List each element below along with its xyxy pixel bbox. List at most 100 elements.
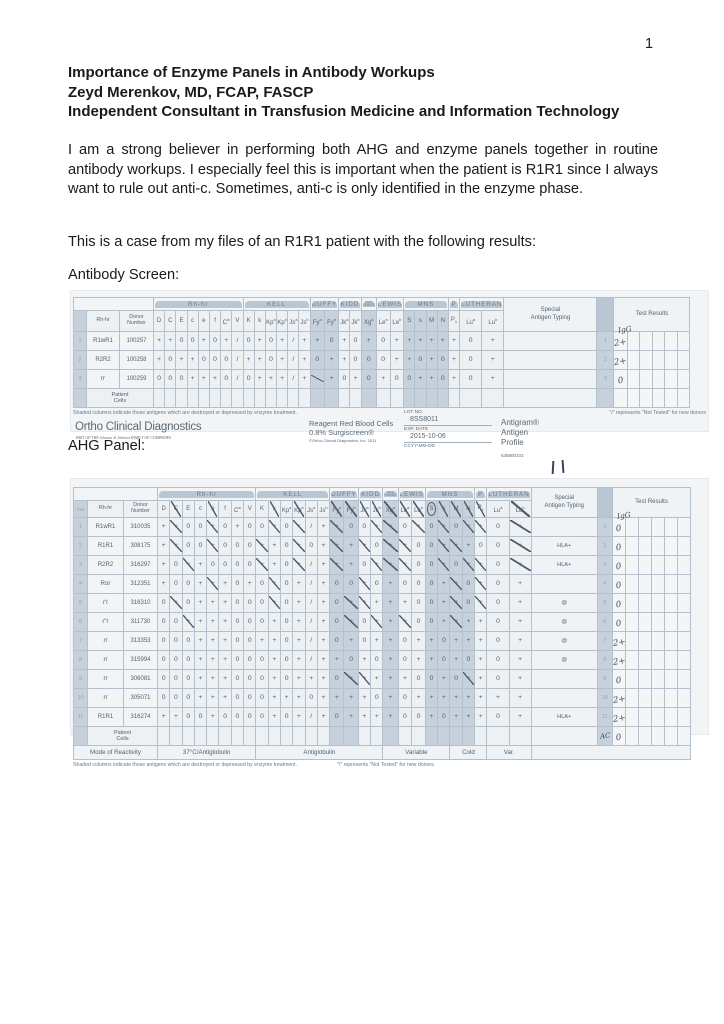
test-result-cell — [677, 574, 692, 594]
antigen-cell: 0 — [411, 707, 426, 727]
table-row: 9 rr 306081 0 0 0 + + +0 0 0 +0 + + +0 + + + + +0 0 +0 + +0 +9 0 — [73, 669, 692, 689]
special-typing-cell — [503, 350, 598, 370]
antigen-cell: + — [169, 536, 183, 556]
antigen-column-header: s — [414, 310, 427, 332]
group-tab-cell: Rh-hr — [153, 297, 244, 311]
test-result-cell — [651, 669, 666, 689]
antigen-cell: + — [474, 517, 488, 537]
antigen-cell: 0 — [486, 631, 510, 651]
antigen-cell: 0 — [397, 707, 413, 727]
group-tab-cell: Rh-hr — [156, 487, 257, 501]
handwritten-result: 0 — [615, 523, 623, 535]
test-result-cell — [677, 612, 692, 632]
exp-format: CCYY-MM-DD — [404, 444, 436, 449]
antigen-cell: + — [329, 517, 345, 537]
antigen-cell: 0 — [486, 574, 510, 594]
cell-number-shaded: 1 — [596, 331, 615, 351]
antigen-cell: 0 — [193, 517, 208, 537]
antigen-cell: 0 — [218, 707, 232, 727]
test-result-cell — [625, 650, 640, 670]
antigen-cell: + — [193, 688, 208, 708]
special-typing-cell: HLA+ — [530, 555, 598, 575]
antigen-cell: + — [474, 593, 488, 613]
author-line: Zeyd Merenkov, MD, FCAP, FASCP — [68, 83, 314, 101]
antigen-cell: + — [508, 517, 532, 537]
test-result-cell — [651, 331, 666, 351]
cell-number-shaded: 2 — [596, 536, 613, 556]
cell-number — [73, 726, 88, 746]
antigen-cell: + — [193, 631, 208, 651]
antigen-cell: + — [264, 369, 278, 389]
rh-type-cell: rr — [87, 650, 124, 670]
antigen-cell: 0 — [230, 612, 245, 632]
antigen-cell: + — [382, 517, 399, 537]
antigen-cell: + — [298, 350, 311, 370]
test-result-cell — [638, 536, 653, 556]
antigen-column-header: M — [449, 500, 463, 518]
group-tab-cell: DUFFY — [309, 297, 340, 311]
antigen-cell — [508, 726, 532, 746]
cell-column-header — [73, 310, 87, 332]
test-result-cell — [625, 574, 640, 594]
antigen-cell: + — [343, 612, 359, 632]
cell-number-shaded: 5 — [596, 593, 613, 613]
antigen-cell: + — [449, 688, 463, 708]
test-result-cell — [677, 669, 692, 689]
antigen-cell: + — [329, 555, 345, 575]
antigen-cell: + — [152, 331, 166, 351]
antigen-cell: + — [267, 574, 281, 594]
antigen-cell: + — [316, 707, 331, 727]
antigen-cell: 0 — [397, 631, 413, 651]
antigen-cell — [264, 388, 278, 408]
antigen-cell: 0 — [243, 593, 257, 613]
antigen-cell: 0 — [279, 669, 294, 689]
group-tab-lewis: LEWIS — [399, 490, 424, 498]
antigen-cell: 0 — [486, 669, 510, 689]
test-result-cell — [676, 331, 691, 351]
group-tab-duffy: DUFFY — [331, 490, 357, 498]
test-result-cell — [676, 388, 691, 408]
antigen-cell — [370, 726, 384, 746]
test-result-cell — [651, 631, 666, 651]
antigen-column-header: V — [243, 500, 257, 518]
handwritten-result: 2+ — [612, 656, 626, 668]
antigen-cell: 0 — [397, 574, 413, 594]
antigen-cell: 0 — [230, 593, 245, 613]
antigen-column-header: E — [181, 500, 195, 518]
donor-number-cell: 316274 — [123, 707, 158, 727]
antigen-cell: + — [508, 574, 532, 594]
rh-type-cell: R2R2 — [86, 350, 120, 370]
test-result-cell — [677, 555, 692, 575]
donor-number-cell: 306081 — [123, 669, 158, 689]
antigen-cell: 0 — [243, 669, 257, 689]
antigen-cell: 0 — [357, 555, 372, 575]
antigen-cell: + — [508, 707, 532, 727]
antigen-cell: + — [267, 631, 281, 651]
handwritten-tick-mark — [561, 459, 565, 474]
rh-type-cell: R1R1 — [87, 707, 124, 727]
antigen-cell: 0 — [375, 350, 391, 370]
antigen-cell: 0 — [230, 631, 245, 651]
antigen-cell — [304, 726, 318, 746]
donor-number-cell: 100259 — [119, 369, 154, 389]
cell-number: 2 — [73, 350, 87, 370]
antigen-cell: + — [298, 331, 311, 351]
page-number: 1 — [645, 36, 654, 52]
antigen-cell: 0 — [343, 650, 359, 670]
antigen-column-header: Kpa — [264, 310, 278, 332]
antigen-cell: + — [437, 612, 451, 632]
antigen-cell: + — [461, 536, 476, 556]
antigen-cell: 0 — [459, 369, 483, 389]
antigen-cell: + — [360, 331, 377, 351]
special-antigen-typing-header: Special Antigen Typing — [503, 297, 598, 332]
antigen-cell — [309, 388, 325, 408]
antigen-cell: 0 — [437, 631, 451, 651]
antigen-cell: 0 — [181, 650, 195, 670]
antigram-block: Antigram® Antigen Profile 635800103 — [501, 418, 539, 459]
antigen-cell: / — [304, 707, 318, 727]
group-tab-mns: MNS — [405, 300, 447, 308]
antigen-column-header: f — [218, 500, 232, 518]
antigen-cell: 0 — [437, 650, 451, 670]
antigen-cell: 0 — [193, 536, 208, 556]
antigen-cell: + — [292, 574, 306, 594]
